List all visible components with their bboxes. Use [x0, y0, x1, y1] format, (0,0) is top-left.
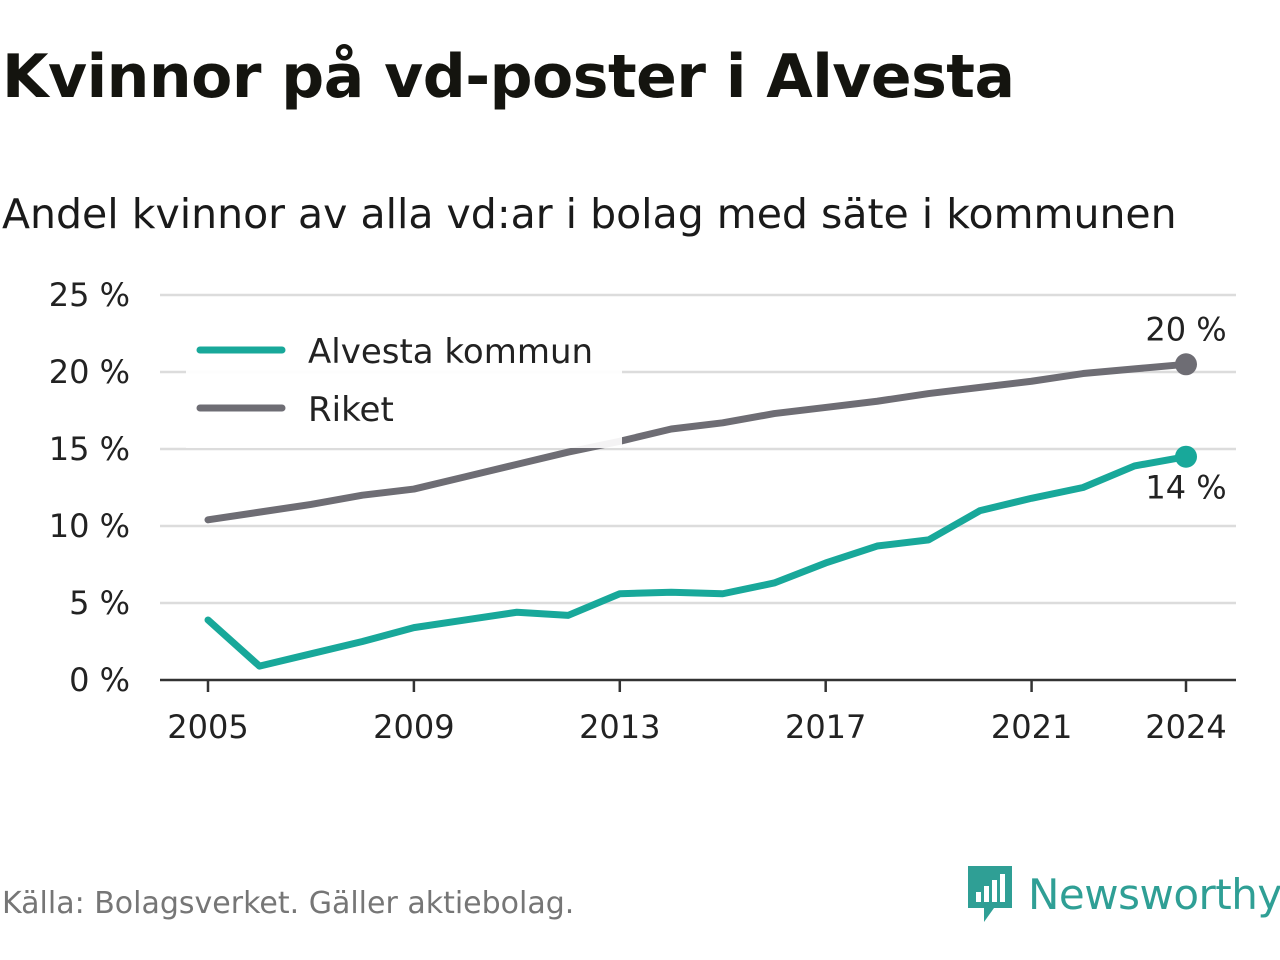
brand-name: Newsworthy: [1028, 869, 1280, 919]
y-tick-label: 15 %: [49, 430, 130, 468]
legend-label: Alvesta kommun: [308, 332, 593, 372]
axes: 0 % 5 % 10 % 15 % 20 % 25 % 2005 2009 2013 2017 20…: [49, 276, 1236, 746]
x-tick-label: 2021: [991, 708, 1072, 746]
x-tick-label: 2024: [1145, 708, 1226, 746]
legend-background: [186, 322, 622, 448]
end-labels: 14 % 20 %: [1145, 310, 1226, 506]
x-tick-label: 2017: [785, 708, 866, 746]
x-tick-label: 2005: [167, 708, 248, 746]
y-tick-label: 20 %: [49, 353, 130, 391]
y-tick-label: 0 %: [69, 661, 130, 699]
series-line-alvesta: [204, 453, 1190, 670]
series-endpoint-riket: [1175, 353, 1197, 376]
brand-logo[interactable]: Newsworthy: [964, 864, 1280, 924]
chart-subtitle: Andel kvinnor av alla vd:ar i bolag med …: [2, 190, 1177, 238]
series-line-riket: [204, 360, 1190, 524]
legend: Alvesta kommun Riket: [186, 322, 622, 448]
legend-label: Riket: [308, 390, 394, 430]
source-note: Källa: Bolagsverket. Gäller aktiebolag.: [2, 886, 575, 921]
y-tick-label: 25 %: [49, 276, 130, 314]
end-label-riket: 20 %: [1145, 310, 1226, 348]
x-tick-label: 2009: [373, 708, 454, 746]
x-tick-label: 2013: [579, 708, 660, 746]
y-tick-label: 5 %: [69, 584, 130, 622]
y-tick-label: 10 %: [49, 507, 130, 545]
end-label-alvesta: 14 %: [1145, 469, 1226, 507]
series-endpoint-alvesta: [1175, 445, 1197, 468]
chart-title: Kvinnor på vd-poster i Alvesta: [2, 42, 1015, 112]
series-lines: [204, 353, 1197, 670]
newsworthy-logo-icon: [968, 866, 1012, 922]
